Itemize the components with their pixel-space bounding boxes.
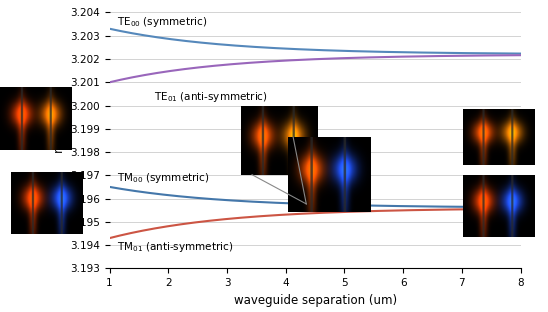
X-axis label: waveguide separation (um): waveguide separation (um)	[233, 294, 397, 307]
Text: TE$_{00}$ (symmetric): TE$_{00}$ (symmetric)	[117, 15, 207, 29]
Text: TE$_{01}$ (anti-symmetric): TE$_{01}$ (anti-symmetric)	[153, 90, 267, 104]
Text: TM$_{00}$ (symmetric): TM$_{00}$ (symmetric)	[117, 171, 210, 185]
Y-axis label: neff: neff	[52, 129, 65, 152]
Text: TM$_{01}$ (anti-symmetric): TM$_{01}$ (anti-symmetric)	[117, 240, 233, 254]
